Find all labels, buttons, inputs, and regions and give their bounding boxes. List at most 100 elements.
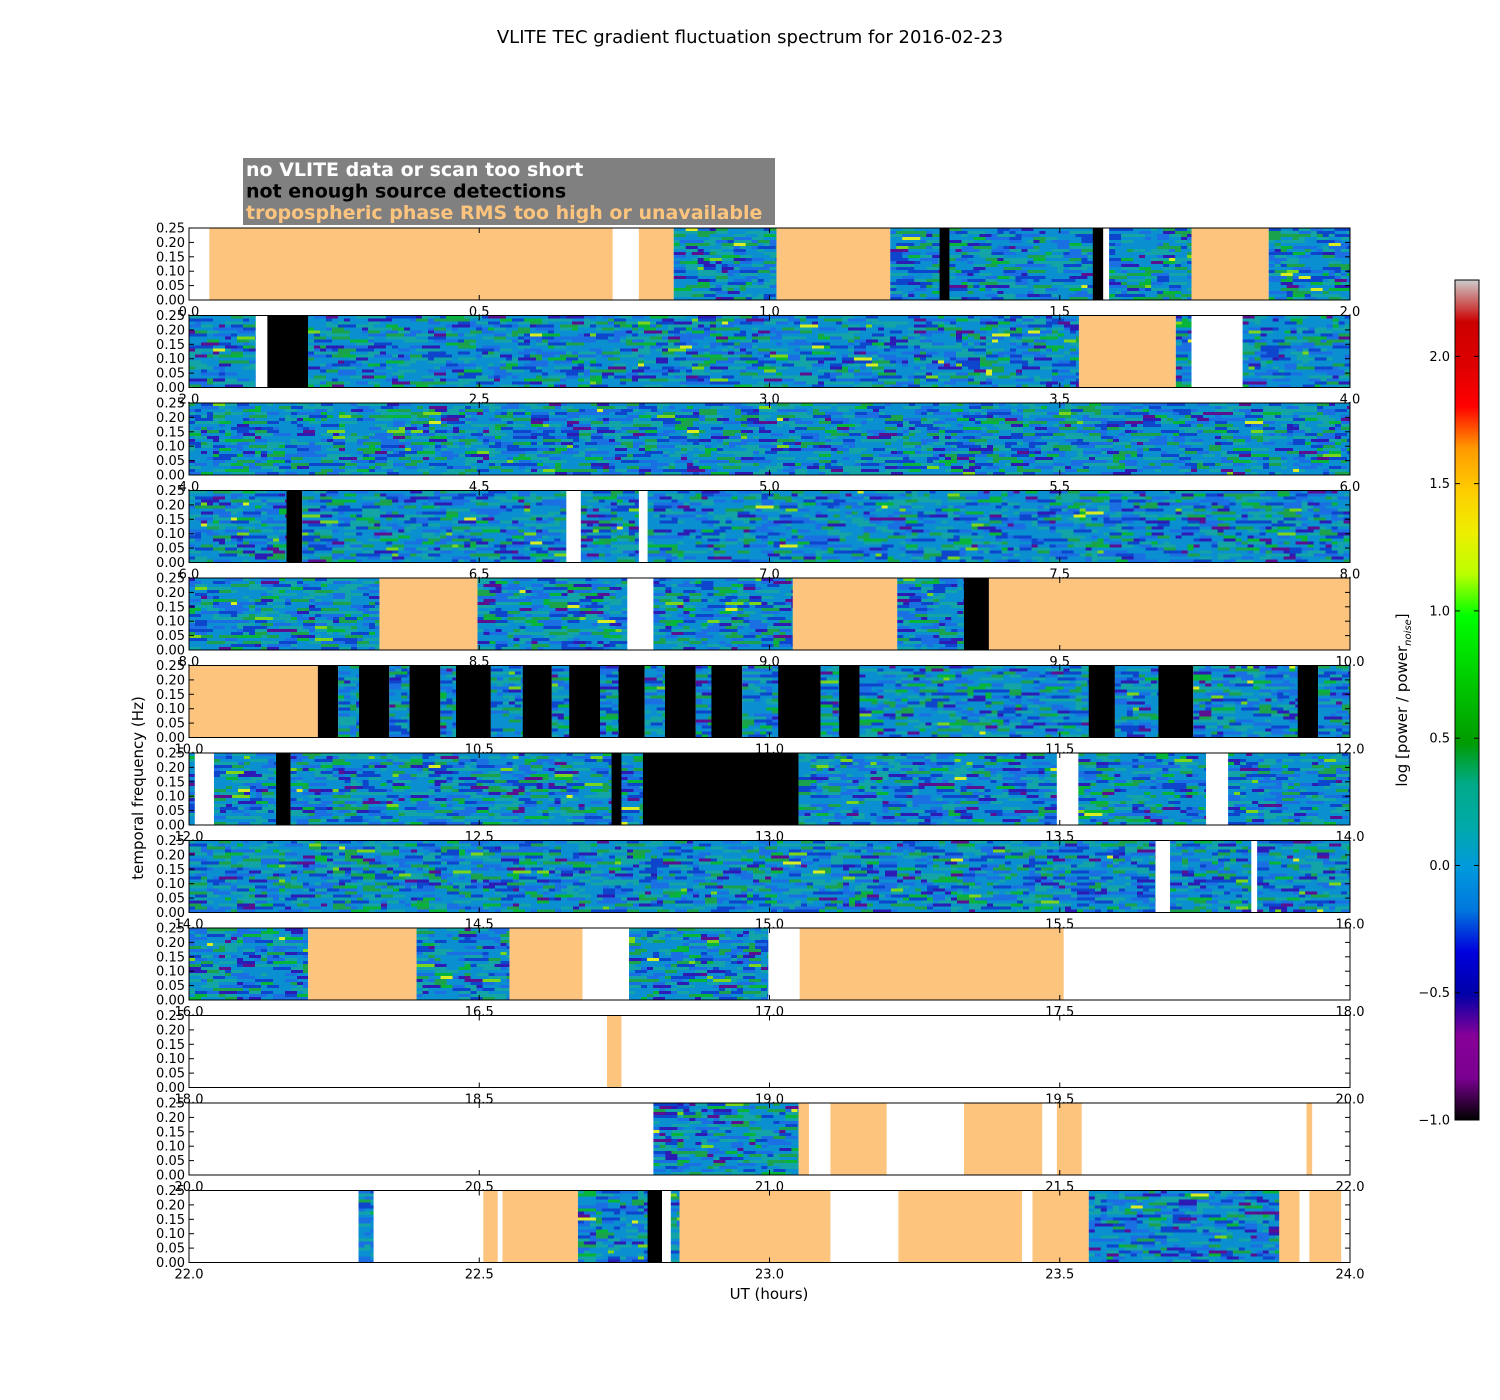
spectrum-cell: [745, 252, 753, 256]
trop-rms-segment: [776, 228, 891, 300]
spectrum-cell: [991, 273, 1004, 277]
spectrum-cell: [1052, 330, 1059, 334]
spectrum-cell: [398, 369, 417, 373]
spectrum-cell: [1058, 375, 1077, 379]
spectrum-cell: [356, 381, 369, 385]
spectrum-cell: [842, 366, 849, 370]
spectrum-cell: [518, 351, 531, 355]
spectrum-cell: [679, 264, 687, 268]
spectrum-cell: [1248, 384, 1268, 388]
spectrum-cell: [1296, 345, 1310, 349]
spectrum-cell: [614, 375, 627, 379]
spectrum-cell: [1076, 348, 1080, 352]
spectrum-cell: [1314, 327, 1328, 331]
spectrum-cell: [896, 366, 915, 370]
spectrum-cell: [1332, 318, 1340, 322]
spectrum-cell: [855, 415, 862, 419]
spectrum-cell: [751, 240, 759, 244]
spectrum-cell: [309, 412, 322, 416]
spectrum-cell: [775, 264, 777, 268]
spectrum-cell: [807, 427, 826, 431]
spectrum-cell: [249, 348, 257, 352]
spectrum-cell: [489, 406, 502, 410]
spectrum-cell: [657, 415, 676, 419]
spectrum-cell: [765, 424, 778, 428]
spectrum-cell: [483, 424, 496, 428]
spectrum-cell: [195, 412, 208, 416]
spectrum-cell: [998, 354, 1005, 358]
spectrum-cell: [746, 336, 753, 340]
spectrum-cell: [914, 276, 933, 280]
spectrum-cell: [1163, 285, 1170, 289]
spectrum-cell: [944, 363, 951, 367]
spectrum-cell: [524, 363, 537, 367]
spectrum-cell: [861, 424, 874, 428]
spectrum-cell: [715, 228, 729, 232]
spectrum-cell: [1310, 288, 1324, 292]
spectrum-cell: [566, 342, 585, 346]
spectrum-cell: [1015, 282, 1028, 286]
spectrum-cell: [357, 439, 370, 443]
spectrum-cell: [639, 409, 652, 413]
spectrum-cell: [285, 442, 292, 446]
spectrum-cell: [1286, 249, 1306, 253]
spectrum-cell: [321, 403, 334, 407]
spectrum-cell: [1179, 430, 1186, 434]
spectrum-cell: [476, 363, 489, 367]
spectrum-cell: [1298, 243, 1318, 247]
spectrum-cell: [326, 375, 333, 379]
spectrum-cell: [854, 342, 861, 346]
spectrum-cell: [818, 339, 831, 343]
spectrum-cell: [392, 318, 411, 322]
spectrum-cell: [963, 424, 970, 428]
spectrum-cell: [993, 415, 1000, 419]
spectrum-cell: [1003, 258, 1016, 262]
spectrum-cell: [860, 321, 873, 325]
spectrum-cell: [795, 421, 814, 425]
spectrum-cell: [255, 381, 257, 385]
spectrum-cell: [1308, 369, 1316, 373]
spectrum-cell: [973, 255, 980, 259]
spectrum-cell: [1292, 228, 1300, 232]
spectrum-cell: [751, 231, 771, 235]
spectrum-cell: [818, 327, 825, 331]
spectrum-cell: [411, 421, 430, 425]
spectrum-cell: [1328, 243, 1342, 247]
spectrum-cell: [1143, 430, 1162, 434]
spectrum-cell: [723, 442, 730, 446]
spectrum-cell: [1027, 255, 1034, 259]
spectrum-cell: [1145, 228, 1152, 232]
spectrum-cell: [949, 258, 956, 262]
spectrum-cell: [775, 279, 777, 283]
spectrum-cell: [1191, 415, 1204, 419]
spectrum-cell: [465, 436, 478, 440]
spectrum-cell: [1314, 345, 1334, 349]
spectrum-cell: [908, 372, 915, 376]
spectrum-cell: [1260, 357, 1274, 361]
spectrum-cell: [1187, 243, 1192, 247]
spectrum-cell: [818, 321, 837, 325]
spectrum-cell: [608, 342, 621, 346]
spectrum-cell: [739, 291, 753, 295]
spectrum-cell: [685, 243, 699, 247]
spectrum-cell: [741, 412, 748, 416]
spectrum-cell: [1081, 246, 1094, 250]
spectrum-cell: [903, 439, 910, 443]
spectrum-cell: [1242, 369, 1256, 373]
spectrum-cell: [1317, 436, 1336, 440]
spectrum-cell: [1163, 255, 1176, 259]
spectrum-cell: [1340, 273, 1348, 277]
spectrum-cell: [1175, 360, 1189, 364]
spectrum-cell: [686, 381, 705, 385]
spectrum-cell: [476, 366, 483, 370]
spectrum-cell: [459, 409, 466, 413]
spectrum-cell: [896, 267, 915, 271]
spectrum-cell: [1003, 252, 1016, 256]
spectrum-cell: [956, 369, 975, 373]
spectrum-cell: [1332, 327, 1351, 331]
spectrum-cell: [500, 384, 519, 388]
spectrum-cell: [1137, 412, 1150, 416]
spectrum-cell: [1064, 339, 1077, 343]
spectrum-cell: [1304, 240, 1318, 244]
spectrum-cell: [769, 228, 777, 232]
